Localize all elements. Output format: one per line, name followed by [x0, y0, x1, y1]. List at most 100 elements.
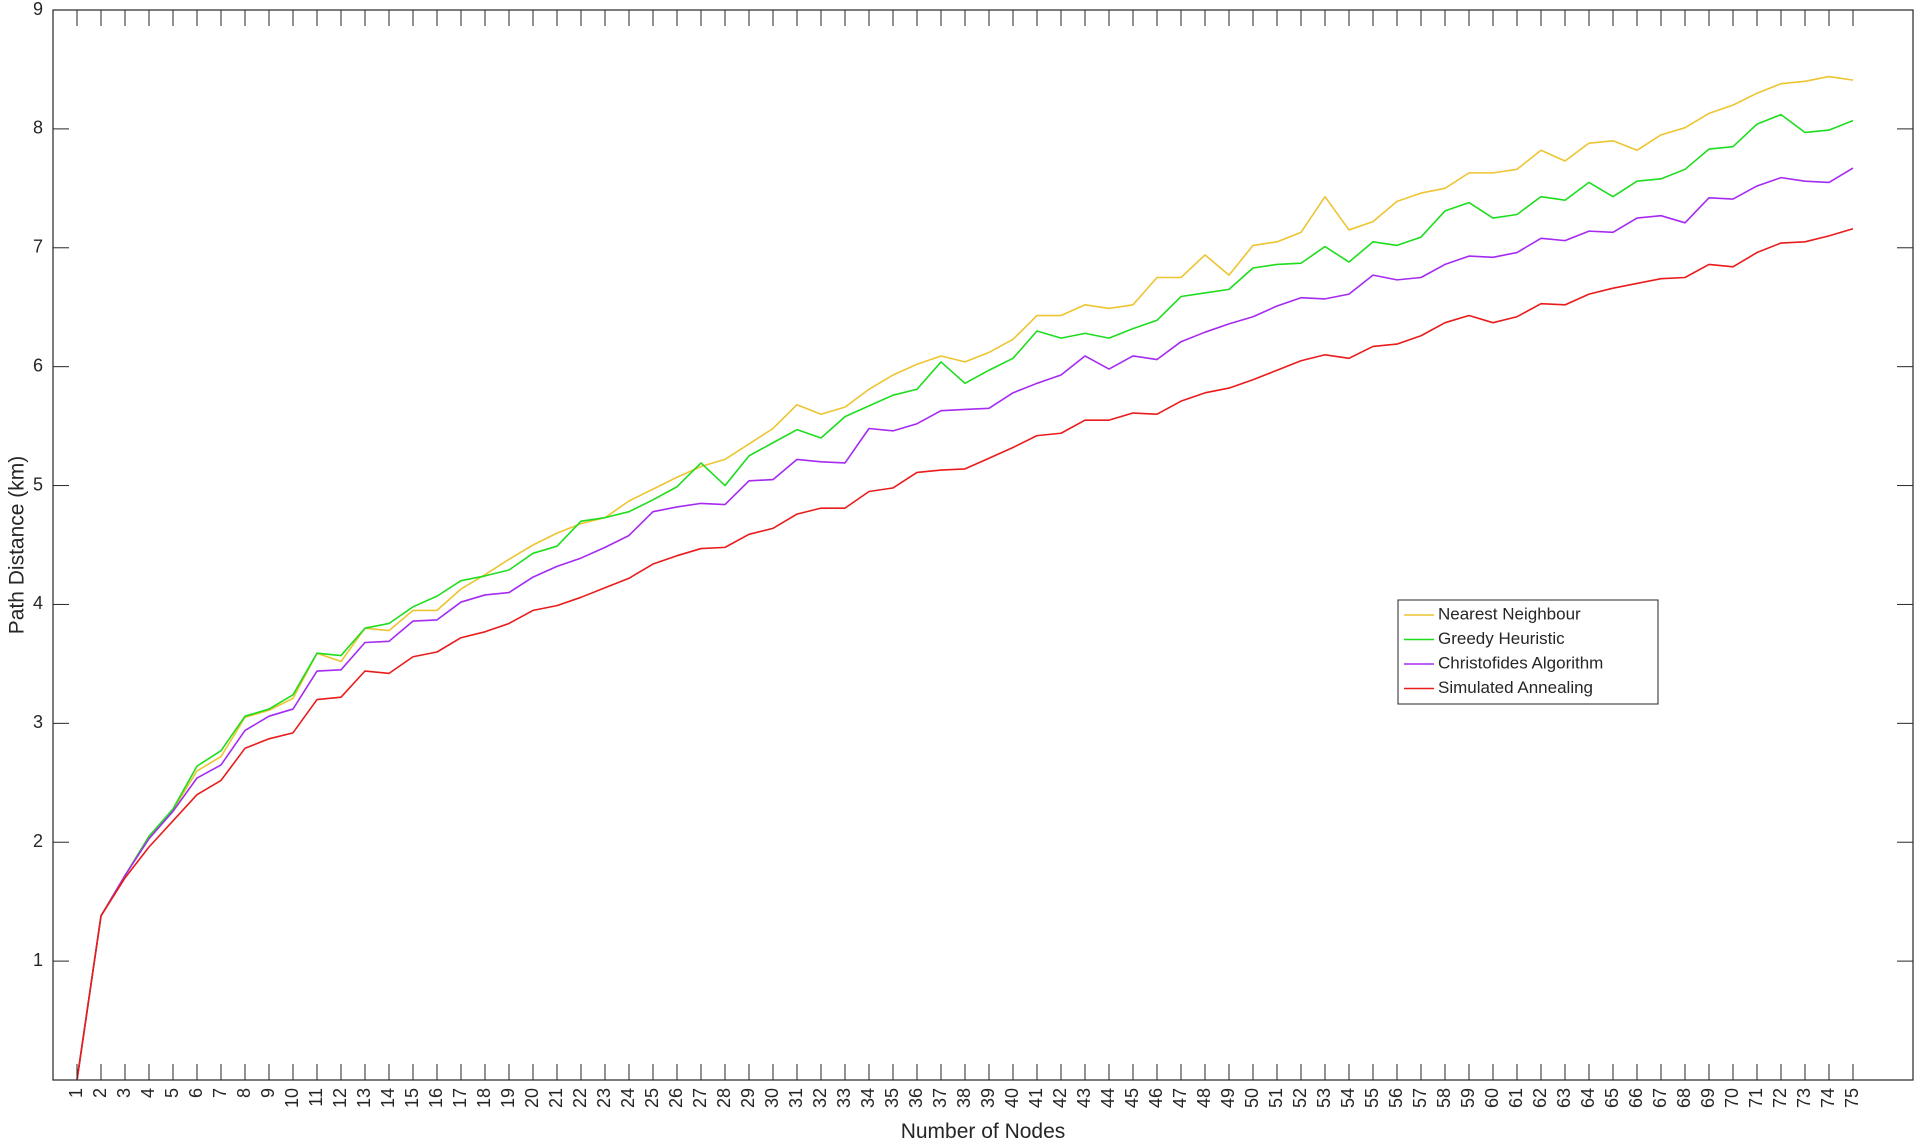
series-line-christofides-algorithm	[76, 167, 1854, 1081]
x-tick-label: 11	[306, 1088, 326, 1107]
x-tick-label: 50	[1242, 1088, 1262, 1108]
x-tick-label: 66	[1626, 1088, 1646, 1108]
y-tick-label: 3	[33, 712, 43, 732]
y-tick-label: 1	[33, 950, 43, 970]
x-tick-label: 7	[210, 1088, 230, 1098]
legend-label-greedy-heuristic: Greedy Heuristic	[1438, 629, 1565, 648]
y-tick-label: 5	[33, 474, 43, 494]
x-tick-label: 10	[282, 1088, 302, 1108]
x-tick-label: 13	[354, 1088, 374, 1108]
legend-label-nearest-neighbour: Nearest Neighbour	[1438, 604, 1581, 623]
x-tick-label: 6	[186, 1088, 206, 1098]
x-tick-label: 41	[1026, 1088, 1046, 1108]
x-tick-label: 52	[1290, 1088, 1310, 1108]
x-tick-label: 5	[162, 1088, 182, 1098]
x-tick-label: 8	[234, 1088, 254, 1098]
x-tick-label: 45	[1122, 1088, 1142, 1108]
x-tick-label: 18	[474, 1088, 494, 1108]
x-tick-label: 40	[1002, 1088, 1022, 1108]
series-lines	[76, 75, 1854, 1081]
series-line-nearest-neighbour	[76, 75, 1854, 1081]
x-tick-label: 65	[1602, 1088, 1622, 1108]
y-tick-label: 7	[33, 237, 43, 257]
x-tick-label: 21	[546, 1088, 566, 1108]
x-tick-label: 23	[594, 1088, 614, 1108]
x-tick-label: 29	[738, 1088, 758, 1108]
x-tick-label: 26	[666, 1088, 686, 1108]
y-axis-title: Path Distance (km)	[6, 456, 29, 635]
x-tick-label: 73	[1794, 1088, 1814, 1108]
series-line-simulated-annealing	[76, 227, 1854, 1081]
x-tick-label: 35	[882, 1088, 902, 1108]
x-tick-label: 64	[1578, 1088, 1598, 1108]
x-tick-label: 4	[138, 1088, 158, 1098]
x-tick-label: 47	[1170, 1088, 1190, 1108]
x-tick-label: 16	[426, 1088, 446, 1108]
x-tick-label: 56	[1386, 1088, 1406, 1108]
x-tick-label: 32	[810, 1088, 830, 1108]
y-tick-label: 4	[33, 593, 43, 613]
legend: Nearest Neighbour Greedy Heuristic Christo…	[1397, 599, 1659, 705]
x-tick-label: 74	[1818, 1088, 1838, 1108]
x-tick-label: 33	[834, 1088, 854, 1108]
x-tick-label: 15	[402, 1088, 422, 1108]
x-tick-label: 25	[642, 1088, 662, 1108]
x-tick-label: 54	[1338, 1088, 1358, 1108]
y-tick-label: 9	[33, 0, 43, 19]
x-tick-label: 58	[1434, 1088, 1454, 1108]
x-tick-label: 24	[618, 1088, 638, 1108]
x-tick-label: 53	[1314, 1088, 1334, 1108]
legend-label-christofides-algorithm: Christofides Algorithm	[1438, 653, 1603, 672]
x-tick-label: 48	[1194, 1088, 1214, 1108]
x-tick-label: 63	[1554, 1088, 1574, 1108]
x-tick-label: 43	[1074, 1088, 1094, 1108]
x-tick-label: 37	[930, 1088, 950, 1108]
plot-area	[52, 9, 1914, 1081]
x-tick-label: 38	[954, 1088, 974, 1108]
x-tick-label: 72	[1770, 1088, 1790, 1108]
series-line-greedy-heuristic	[76, 113, 1854, 1081]
y-tick-label: 6	[33, 355, 43, 375]
x-tick-label: 27	[690, 1088, 710, 1108]
x-tick-label: 9	[258, 1088, 278, 1098]
x-tick-label: 34	[858, 1088, 878, 1108]
x-tick-label: 49	[1218, 1088, 1238, 1108]
x-tick-label: 1	[66, 1088, 86, 1098]
x-tick-label: 68	[1674, 1088, 1694, 1108]
x-tick-label: 75	[1842, 1088, 1862, 1108]
x-tick-label: 14	[378, 1088, 398, 1108]
x-tick-label: 17	[450, 1088, 470, 1108]
x-tick-label: 30	[762, 1088, 782, 1108]
x-axis-title: Number of Nodes	[901, 1120, 1066, 1143]
x-tick-label: 31	[786, 1088, 806, 1108]
legend-label-simulated-annealing: Simulated Annealing	[1438, 678, 1593, 697]
x-tick-label: 55	[1362, 1088, 1382, 1108]
x-tick-label: 67	[1650, 1088, 1670, 1108]
x-tick-label: 51	[1266, 1088, 1286, 1108]
x-tick-label: 62	[1530, 1088, 1550, 1108]
x-tick-label: 70	[1722, 1088, 1742, 1108]
x-tick-label: 2	[90, 1088, 110, 1098]
x-tick-label: 3	[114, 1088, 134, 1098]
x-tick-label: 20	[522, 1088, 542, 1108]
x-tick-label: 19	[498, 1088, 518, 1108]
x-tick-label: 42	[1050, 1088, 1070, 1108]
x-tick-label: 59	[1458, 1088, 1478, 1108]
x-tick-label: 69	[1698, 1088, 1718, 1108]
x-tick-label: 71	[1746, 1088, 1766, 1108]
x-tick-label: 12	[330, 1088, 350, 1108]
legend-box	[1397, 599, 1659, 705]
x-tick-label: 61	[1506, 1088, 1526, 1108]
x-tick-label: 36	[906, 1088, 926, 1108]
plot-frame	[52, 9, 1914, 1081]
x-tick-label: 39	[978, 1088, 998, 1108]
axes: 1 2 3 4 5 6 7 8 9 10 11 12 13 14 15 16 17 18 19 20 21 22 23 24 2…	[33, 0, 1913, 1108]
x-tick-label: 57	[1410, 1088, 1430, 1108]
x-tick-label: 44	[1098, 1088, 1118, 1108]
x-tick-label: 28	[714, 1088, 734, 1108]
y-tick-label: 8	[33, 118, 43, 138]
x-tick-label: 60	[1482, 1088, 1502, 1108]
x-tick-label: 46	[1146, 1088, 1166, 1108]
